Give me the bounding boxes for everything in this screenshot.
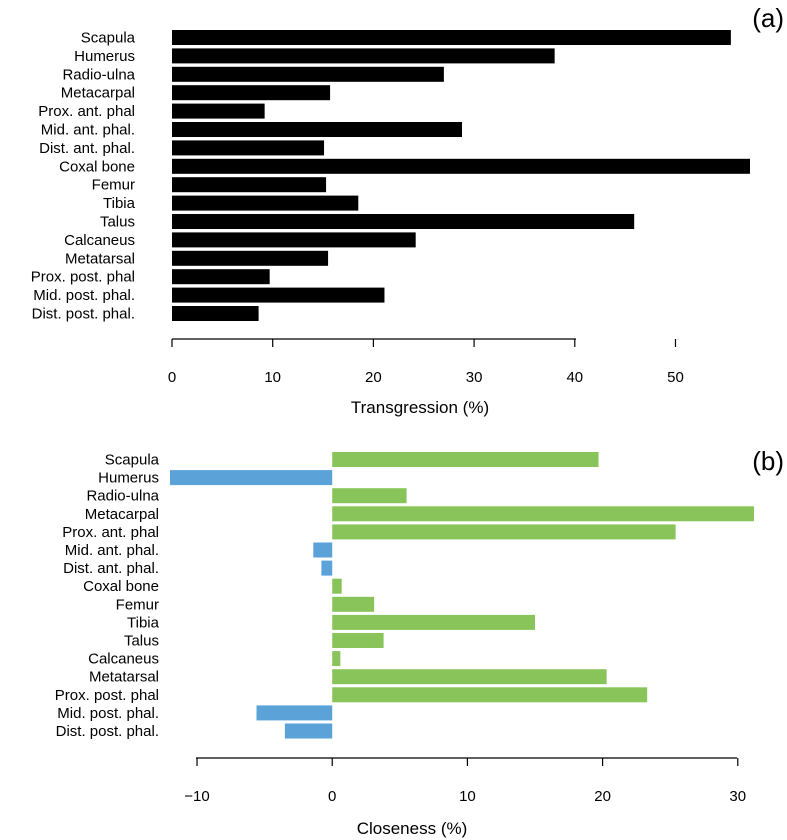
panel-a-x-ticks: 0 10 20 30 40 50 [168,339,684,386]
panel-b-bar-calcaneus [332,651,341,667]
panel-a-bar-radio-ulna [172,66,444,82]
panel-b-bar-coxal-bone [332,578,342,594]
panel-b-tick-label-0: −10 [184,788,209,805]
panel-a-x-axis-title: Transgression (%) [351,398,489,417]
panel-a-bar-dist-post-phal [172,306,259,321]
panel-a-bar-mid-ant-phal [172,122,463,137]
panel-b-x-axis-title: Closeness (%) [357,819,468,838]
panel-a-label-metacarpal: Metacarpal [61,85,135,102]
panel-b-label-humerus: Humerus [98,470,159,487]
panel-a-label-humerus: Humerus [74,48,135,65]
panel-b-label-metacarpal: Metacarpal [85,506,159,523]
panel-a-tick-label-2: 20 [365,369,382,386]
panel-a-label-prox-post-phal: Prox. post. phal [31,269,135,286]
panel-a-tick-label-5: 50 [667,369,684,386]
panel-a-bar-dist-ant-phal [172,140,325,156]
panel-a-label-scapula: Scapula [81,30,136,47]
panel-a-label-tibia: Tibia [103,195,136,212]
panel-a-label-calcaneus: Calcaneus [64,232,135,249]
panel-b-label-scapula: Scapula [105,452,160,469]
panel-b-label-mid-ant-phal: Mid. ant. phal. [65,542,159,559]
panel-b-label-mid-post-phal: Mid. post. phal. [57,705,159,722]
panel-b-label-coxal-bone: Coxal bone [83,578,159,595]
panel-a-bar-tibia [172,195,359,211]
panel-a-bar-femur [172,177,327,193]
panel-b-bars [170,452,754,739]
panel-b-tick-label-2: 10 [459,788,476,805]
panel-a-label-femur: Femur [92,177,135,194]
panel-a-label-metatarsal: Metatarsal [65,250,135,267]
panel-b-label-femur: Femur [116,596,159,613]
panel-b-bar-humerus [170,470,333,486]
panel-b-bar-tibia [332,614,535,630]
panel-a-label-dist-ant-phal: Dist. ant. phal. [39,140,135,157]
panel-a-tick-label-3: 30 [466,369,483,386]
panel-a-label-dist-post-phal: Dist. post. phal. [32,306,135,323]
panel-a-bars [172,30,750,321]
panel-b-label-metatarsal: Metatarsal [89,669,159,686]
panel-b-tick-label-1: 0 [328,788,336,805]
panel-b-bar-metatarsal [332,669,607,685]
panel-b-bar-dist-ant-phal [321,560,333,576]
panel-a-tick-label-0: 0 [168,369,176,386]
panel-a-bar-calcaneus [172,232,416,248]
panel-b-bar-femur [332,596,375,612]
panel-a-tick-label-4: 40 [566,369,583,386]
panel-a-label-prox-ant-phal: Prox. ant. phal [38,103,135,120]
panel-b-bar-metacarpal [332,506,754,522]
panel-b-label-calcaneus: Calcaneus [88,651,159,668]
panel-a-tick-label-1: 10 [264,369,281,386]
panel-b-bar-mid-ant-phal [313,542,333,558]
panel-a-bar-prox-post-phal [172,269,270,285]
panel-b-bar-radio-ulna [332,488,407,504]
panel-a-label-radio-ulna: Radio-ulna [62,66,135,83]
panel-a-category-labels: ScapulaHumerusRadio-ulnaMetacarpalProx. … [31,30,136,323]
panel-b-closeness: (b) ScapulaHumerusRadio-ulnaMetacarpalPr… [55,446,784,838]
panel-b-bar-prox-ant-phal [332,524,676,540]
panel-a-label-mid-ant-phal: Mid. ant. phal. [41,122,135,139]
panel-b-x-ticks: −10 0 10 20 30 [184,758,746,805]
panel-a-bar-mid-post-phal [172,287,385,303]
panel-a-bar-scapula [172,30,731,45]
panel-a-bar-prox-ant-phal [172,103,265,119]
panel-b-label: (b) [752,446,784,476]
panel-a-label-talus: Talus [100,214,135,231]
panel-b-bar-scapula [332,452,599,467]
panel-b-bar-talus [332,633,384,648]
panel-a-label: (a) [752,3,784,33]
panel-b-label-talus: Talus [124,633,159,650]
panel-b-label-dist-ant-phal: Dist. ant. phal. [63,560,159,577]
panel-a-bar-metatarsal [172,250,329,266]
panel-a-label-coxal-bone: Coxal bone [59,158,135,175]
panel-b-label-dist-post-phal: Dist. post. phal. [56,723,159,740]
panel-b-tick-label-3: 20 [594,788,611,805]
panel-b-label-radio-ulna: Radio-ulna [86,488,159,505]
panel-b-bar-dist-post-phal [284,723,333,739]
panel-a-transgression: (a) ScapulaHumerusRadio-ulnaMetacarpalPr… [31,3,784,417]
panel-a-bar-coxal-bone [172,158,750,174]
panel-a-bar-humerus [172,48,555,64]
panel-b-category-labels: ScapulaHumerusRadio-ulnaMetacarpalProx. … [55,452,160,741]
panel-b-label-tibia: Tibia [127,614,160,631]
panel-b-label-prox-ant-phal: Prox. ant. phal [62,524,159,541]
panel-a-bar-metacarpal [172,85,331,101]
panel-a-bar-talus [172,214,635,229]
panel-b-bar-mid-post-phal [256,705,333,721]
panel-b-tick-label-4: 30 [729,788,746,805]
panel-a-label-mid-post-phal: Mid. post. phal. [33,287,135,304]
panel-b-label-prox-post-phal: Prox. post. phal [55,687,159,704]
panel-b-bar-prox-post-phal [332,687,648,703]
